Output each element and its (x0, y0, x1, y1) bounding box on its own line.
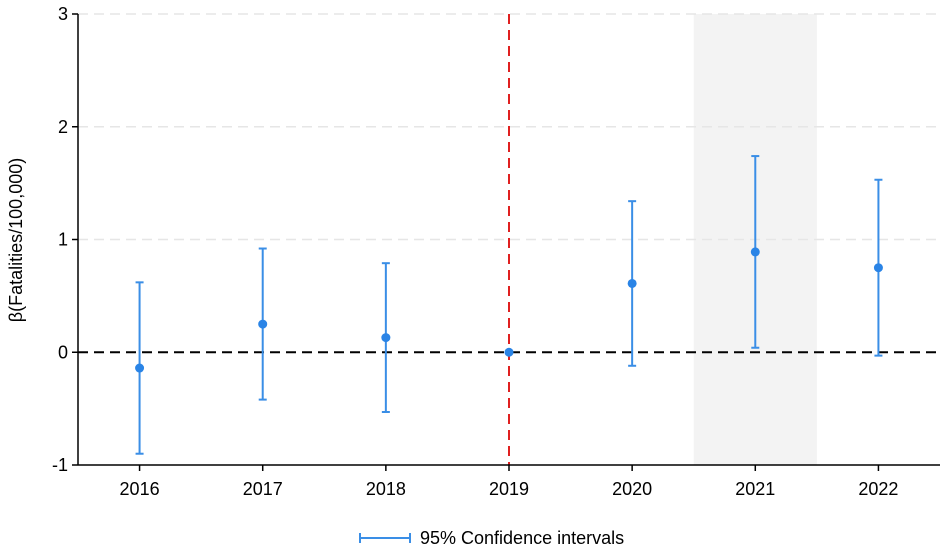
x-tick-label-2: 2018 (366, 479, 406, 499)
x-tick-label-6: 2022 (858, 479, 898, 499)
axes-layer: -1 0 1 2 3 2016 2017 2018 2019 2020 2021 2022 (52, 4, 940, 499)
x-tick-label-4: 2020 (612, 479, 652, 499)
legend: 95% Confidence intervals (359, 528, 624, 548)
y-tick-label-3: 2 (58, 117, 68, 137)
x-tick-label-5: 2021 (735, 479, 775, 499)
point-estimate-2021 (750, 247, 760, 257)
y-axis-title: β(Fatalities/100,000) (6, 158, 26, 322)
y-tick-label-2: 1 (58, 230, 68, 250)
point-estimate-2022 (873, 263, 883, 273)
point-estimate-2016 (135, 363, 145, 373)
point-estimate-2019 (504, 347, 514, 357)
y-tick-label-0: -1 (52, 455, 68, 475)
x-tick-label-0: 2016 (120, 479, 160, 499)
y-tick-label-1: 0 (58, 342, 68, 362)
x-tick-label-1: 2017 (243, 479, 283, 499)
x-tick-label-3: 2019 (489, 479, 529, 499)
point-estimate-2017 (258, 319, 268, 329)
reference-lines-layer (78, 14, 940, 465)
marks-layer (135, 155, 883, 455)
point-estimate-2018 (381, 333, 391, 343)
legend-label: 95% Confidence intervals (420, 528, 624, 548)
y-tick-label-4: 3 (58, 4, 68, 24)
point-estimate-2020 (627, 278, 637, 288)
